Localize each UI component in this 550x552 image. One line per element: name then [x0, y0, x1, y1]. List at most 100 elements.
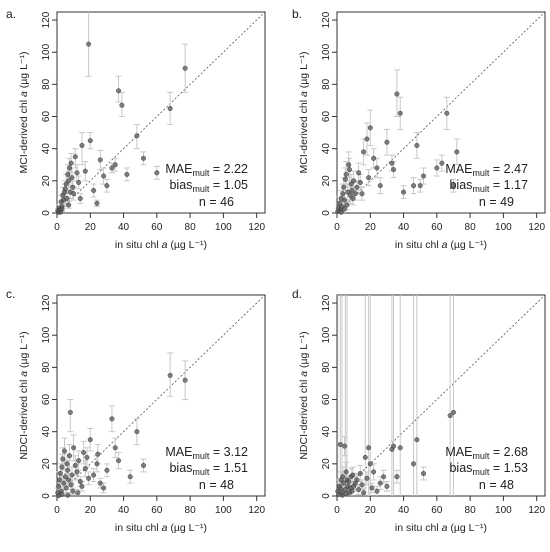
bias-prefix: bias — [169, 461, 192, 475]
data-point — [101, 485, 107, 491]
x-axis-label-main: in situ chl — [395, 522, 442, 534]
data-point — [94, 461, 100, 467]
x-tick-label: 80 — [465, 505, 477, 516]
x-tick-label: 80 — [185, 222, 197, 233]
y-tick-label: 60 — [321, 111, 332, 123]
x-tick-label: 20 — [85, 505, 97, 516]
data-point — [391, 443, 397, 449]
x-axis-label: in situ chl a (µg L⁻¹) — [395, 239, 487, 251]
data-point — [72, 154, 78, 160]
x-tick-label: 0 — [334, 505, 340, 516]
data-point — [341, 206, 347, 212]
data-point — [350, 196, 356, 202]
x-tick-label: 100 — [215, 505, 232, 516]
data-point — [66, 165, 72, 171]
data-point — [340, 191, 346, 197]
mae-subscript: mult — [192, 451, 210, 461]
data-point — [411, 183, 417, 189]
data-point — [79, 142, 85, 148]
mae-prefix: MAE — [445, 162, 472, 176]
bias-value: = 1.17 — [489, 178, 528, 192]
data-point — [341, 443, 347, 449]
data-point — [60, 456, 66, 462]
panel-label: b. — [292, 7, 302, 21]
data-point — [66, 178, 72, 184]
data-point — [454, 149, 460, 155]
data-point — [182, 377, 188, 383]
y-axis-label-units: (µg L⁻¹) — [18, 331, 30, 371]
y-axis-label-main: NDCI-derived chl — [18, 377, 30, 460]
data-point — [68, 482, 74, 488]
x-tick-label: 20 — [365, 505, 377, 516]
bias-value: = 1.51 — [209, 461, 248, 475]
plot-frame — [336, 11, 546, 214]
y-axis-label-units: (µg L⁻¹) — [298, 331, 310, 371]
mae-prefix: MAE — [165, 445, 192, 459]
n-stat: n = 48 — [479, 478, 514, 492]
data-point — [69, 472, 75, 478]
x-tick-label: 20 — [85, 222, 97, 233]
one-to-one-line — [56, 294, 266, 497]
data-point — [384, 483, 390, 489]
bias-stat: biasmult = 1.05 — [169, 178, 248, 194]
x-tick-label: 80 — [465, 222, 477, 233]
data-point — [87, 437, 93, 443]
x-tick-label: 60 — [151, 505, 163, 516]
data-point — [366, 175, 372, 181]
data-point — [109, 416, 115, 422]
data-point — [61, 448, 67, 454]
y-tick-label: 120 — [321, 11, 332, 28]
data-point — [411, 461, 417, 467]
data-point — [112, 162, 118, 168]
y-tick-label: 60 — [321, 394, 332, 406]
x-tick-label: 60 — [431, 505, 443, 516]
mae-subscript: mult — [472, 451, 490, 461]
x-tick-label: 100 — [495, 505, 512, 516]
data-point — [374, 488, 380, 494]
x-axis-label: in situ chl a (µg L⁻¹) — [115, 239, 207, 251]
error-bar — [67, 399, 74, 433]
mae-subscript: mult — [472, 168, 490, 178]
data-point — [389, 160, 395, 166]
data-point — [421, 173, 427, 179]
data-point — [414, 437, 420, 443]
data-point — [167, 372, 173, 378]
data-point — [367, 461, 373, 467]
y-tick-label: 80 — [321, 361, 332, 373]
data-point — [182, 65, 188, 71]
y-tick-label: 60 — [41, 394, 52, 406]
x-tick-label: 60 — [151, 222, 163, 233]
data-point — [364, 475, 370, 481]
data-point — [61, 480, 67, 486]
y-tick-label: 100 — [41, 43, 52, 60]
data-point — [65, 171, 71, 177]
data-point — [361, 490, 367, 496]
y-tick-label: 60 — [41, 111, 52, 123]
y-tick-label: 20 — [321, 458, 332, 470]
data-point — [62, 186, 68, 192]
data-point — [91, 472, 97, 478]
data-point — [66, 453, 72, 459]
data-point — [338, 486, 344, 492]
bias-stat: biasmult = 1.51 — [169, 461, 248, 477]
data-point — [371, 155, 377, 161]
data-point — [109, 165, 115, 171]
chart-panel-1: a. 0 20 40 60 80 100 120 0 20 40 60 80 100 120 MAEmult … — [6, 7, 266, 251]
data-point — [344, 202, 350, 208]
x-tick-label: 100 — [215, 222, 232, 233]
data-point — [101, 173, 107, 179]
bias-subscript: mult — [192, 184, 210, 194]
data-point — [421, 470, 427, 476]
y-tick-label: 100 — [41, 326, 52, 343]
data-point — [56, 493, 62, 499]
y-tick-label: 80 — [321, 78, 332, 90]
data-point — [343, 491, 349, 497]
x-tick-label: 20 — [365, 222, 377, 233]
data-point — [346, 479, 352, 485]
data-point — [357, 470, 363, 476]
data-point — [68, 160, 74, 166]
data-point — [356, 170, 362, 176]
x-axis-label-units: (µg L⁻¹) — [447, 522, 487, 534]
x-tick-label: 100 — [495, 222, 512, 233]
